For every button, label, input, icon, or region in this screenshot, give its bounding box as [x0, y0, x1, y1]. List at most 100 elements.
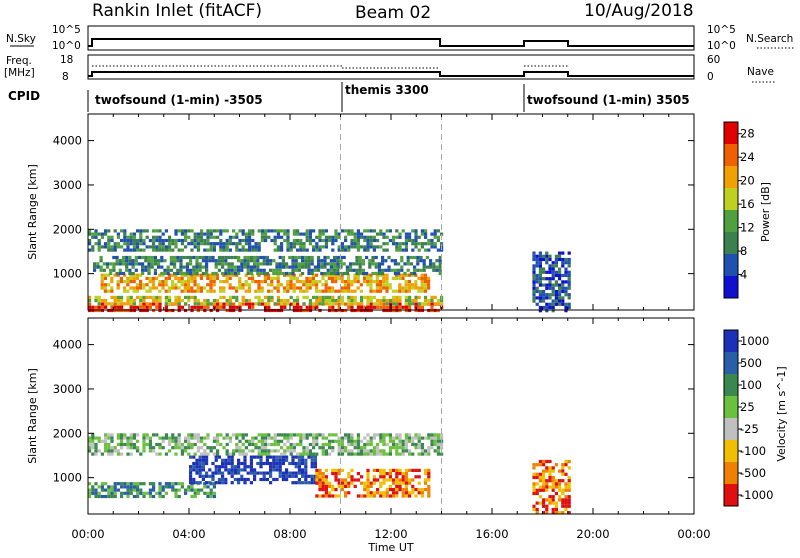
range-cell	[356, 433, 360, 437]
range-cell	[363, 446, 367, 450]
range-cell	[422, 259, 426, 263]
range-cell	[535, 296, 539, 300]
range-cell	[116, 449, 120, 453]
range-cell	[139, 452, 143, 456]
range-cell	[545, 293, 549, 297]
range-cell	[267, 273, 271, 277]
range-cell	[369, 280, 373, 284]
range-cell	[417, 295, 421, 299]
range-cell	[212, 276, 216, 280]
range-cell	[221, 271, 225, 276]
range-cell	[554, 491, 558, 496]
range-cell	[152, 433, 156, 437]
range-cell	[425, 255, 429, 260]
range-cell	[337, 472, 341, 476]
range-cell	[201, 468, 205, 472]
range-cell	[160, 265, 164, 269]
range-cell	[228, 295, 232, 299]
range-cell	[244, 302, 248, 306]
range-cell	[256, 265, 260, 269]
range-cell	[272, 268, 276, 272]
range-cell	[269, 471, 273, 475]
range-cell	[545, 479, 549, 483]
range-cell	[141, 271, 145, 276]
range-cell	[104, 229, 108, 233]
range-cell	[125, 259, 129, 263]
range-cell	[372, 302, 376, 306]
range-cell	[304, 262, 308, 266]
range-cell	[542, 472, 546, 476]
range-cell	[158, 229, 162, 233]
range-cell	[88, 299, 92, 303]
range-cell	[216, 229, 220, 233]
range-cell	[233, 265, 237, 269]
range-cell	[336, 255, 340, 260]
range-cell	[347, 433, 351, 437]
range-cell	[333, 268, 337, 272]
range-cell	[347, 280, 351, 284]
range-cell	[548, 475, 552, 480]
range-cell	[404, 484, 408, 488]
range-cell	[395, 449, 399, 453]
range-cell	[180, 446, 184, 450]
range-cell	[281, 474, 285, 478]
range-cell	[310, 255, 314, 260]
range-cell	[392, 494, 396, 498]
range-cell	[414, 283, 418, 287]
range-cell	[294, 481, 298, 485]
range-cell	[153, 271, 157, 276]
range-cell	[401, 229, 405, 233]
range-cell	[267, 235, 271, 239]
range-cell	[398, 481, 402, 485]
range-cell	[139, 283, 143, 287]
range-cell	[395, 229, 399, 233]
range-cell	[251, 248, 255, 252]
range-cell	[318, 468, 322, 472]
range-cell	[129, 248, 133, 252]
range-cell	[129, 286, 133, 290]
range-cell	[107, 485, 111, 489]
range-cell	[134, 255, 138, 260]
range-cell	[304, 468, 308, 472]
range-cell	[532, 488, 536, 492]
range-cell	[350, 452, 354, 456]
range-cell	[334, 289, 338, 293]
range-cell	[94, 449, 98, 453]
range-cell	[219, 302, 223, 306]
nsky-trace	[88, 38, 694, 47]
range-cell	[148, 280, 152, 284]
range-cell	[116, 242, 120, 246]
range-cell	[205, 265, 209, 269]
range-cell	[395, 481, 399, 485]
range-cell	[209, 229, 213, 233]
range-cell	[94, 482, 98, 486]
range-cell	[180, 299, 184, 303]
range-cell	[294, 461, 298, 466]
range-cell	[132, 494, 136, 499]
range-cell	[388, 283, 392, 287]
range-cell	[257, 245, 261, 249]
range-cell	[283, 289, 287, 293]
range-cell	[224, 262, 228, 266]
range-cell	[120, 295, 124, 299]
range-cell	[331, 289, 335, 293]
range-cell	[120, 299, 124, 303]
range-cell	[366, 242, 370, 246]
data-segment	[532, 251, 571, 313]
range-cell	[246, 471, 250, 475]
range-cell	[390, 268, 394, 272]
range-cell	[129, 295, 133, 299]
range-cell	[382, 276, 386, 280]
range-cell	[350, 442, 354, 447]
range-cell	[532, 286, 536, 290]
range-cell	[420, 491, 424, 495]
range-cell	[545, 261, 549, 265]
range-cell	[107, 283, 111, 287]
range-cell	[260, 235, 264, 239]
range-cell	[115, 262, 119, 266]
range-cell	[561, 469, 565, 473]
range-cell	[324, 468, 328, 472]
range-cell	[288, 461, 292, 466]
range-cell	[561, 302, 565, 306]
range-cell	[417, 302, 421, 306]
